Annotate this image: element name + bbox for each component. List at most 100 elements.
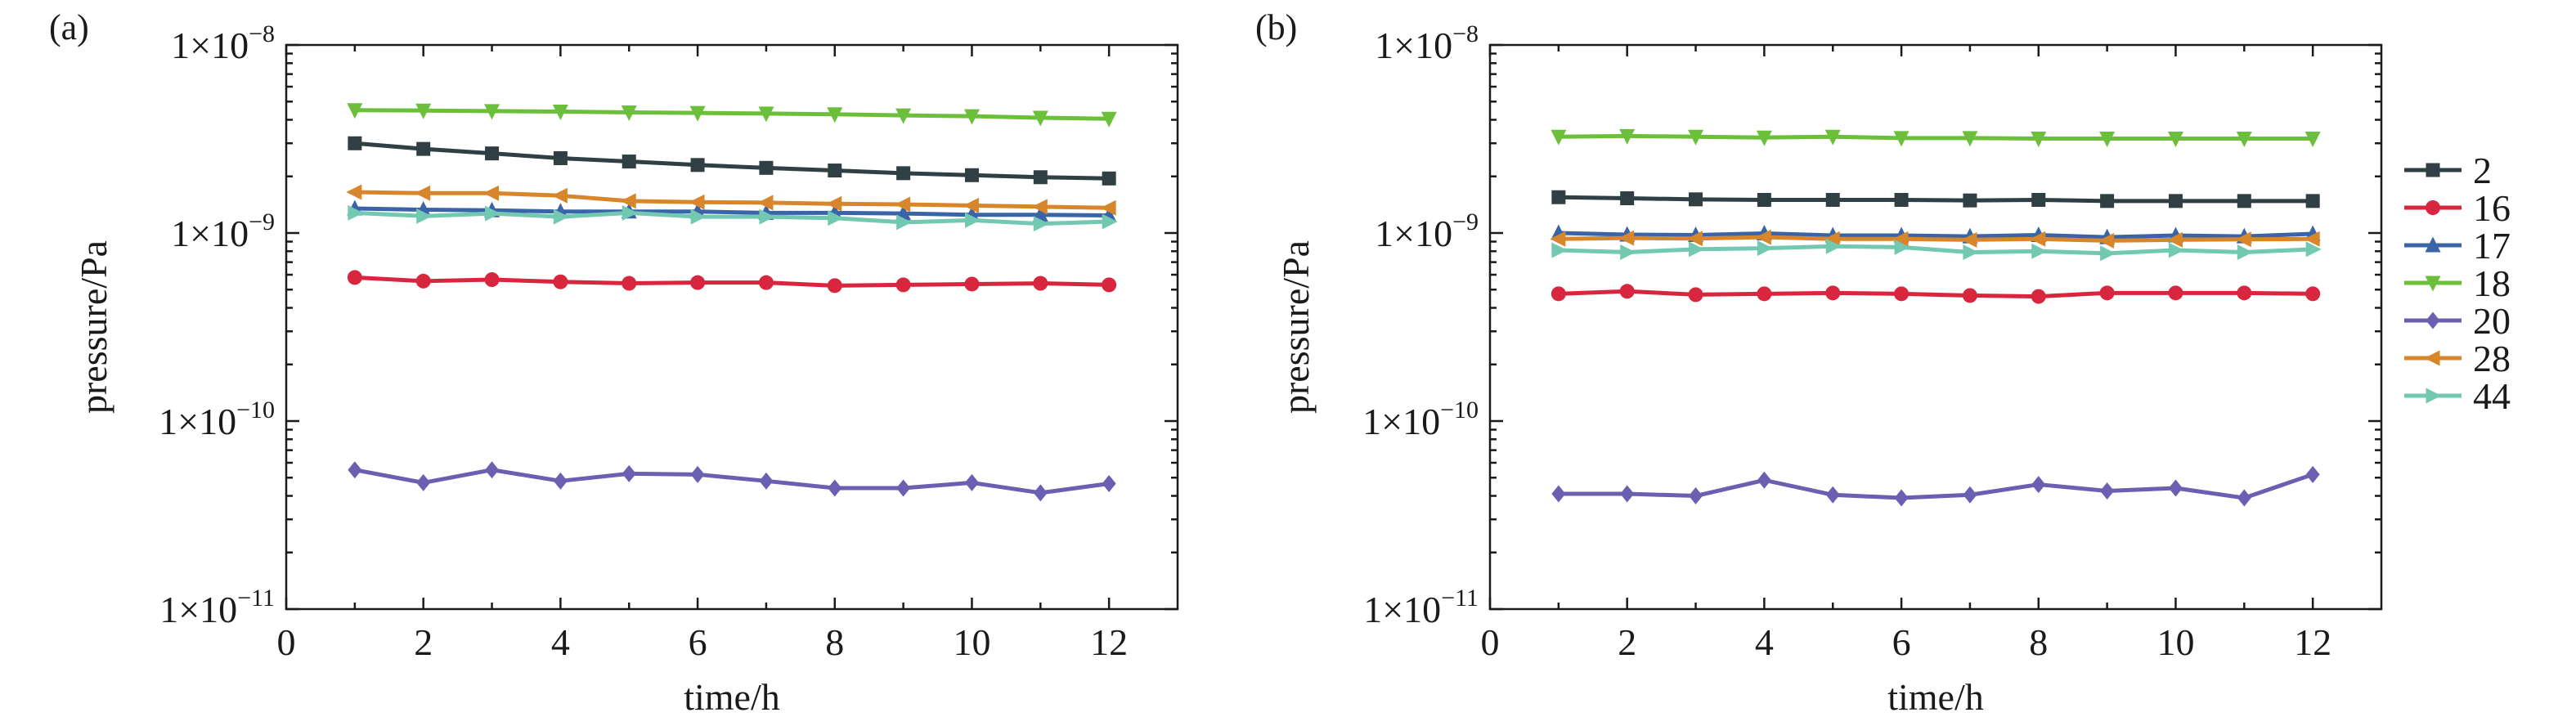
series-20 — [348, 461, 1116, 502]
point-series-16-4 — [622, 276, 637, 291]
point-series-18-6 — [758, 106, 774, 123]
point-series-16-10 — [1033, 276, 1048, 291]
legend-item-20: 20 — [2404, 300, 2511, 342]
point-series-28-2 — [483, 185, 500, 201]
point-series-20-legend — [2426, 311, 2440, 329]
point-series-20-2 — [1689, 487, 1703, 505]
legend-label: 44 — [2473, 375, 2511, 417]
x-tick-label-0: 0 — [277, 621, 296, 663]
point-series-20-0 — [348, 461, 362, 479]
point-series-44-5 — [1894, 239, 1910, 255]
point-series-16-7 — [2031, 289, 2046, 304]
point-series-44-8 — [2100, 245, 2116, 262]
point-series-20-8 — [896, 479, 911, 497]
point-series-18-10 — [2236, 131, 2252, 147]
y-tick-label-2: 1×10−10 — [1362, 397, 1479, 442]
point-series-20-3 — [553, 472, 568, 490]
panel-label: (b) — [1255, 7, 1297, 47]
point-series-17-legend — [2425, 236, 2441, 253]
point-series-20-4 — [1825, 486, 1840, 504]
point-series-16-8 — [2099, 285, 2115, 301]
point-series-20-1 — [1620, 485, 1635, 503]
point-series-2-2 — [485, 146, 500, 161]
point-series-20-7 — [828, 479, 842, 497]
point-series-16-3 — [553, 274, 568, 289]
point-series-44-7 — [828, 210, 844, 226]
point-series-16-8 — [895, 277, 911, 293]
series-20 — [1551, 465, 2320, 507]
point-series-20-8 — [2100, 482, 2115, 500]
point-series-2-1 — [1620, 191, 1635, 206]
point-series-20-9 — [964, 473, 979, 491]
panel-label: (a) — [49, 7, 89, 47]
point-series-16-legend — [2426, 200, 2440, 215]
x-tick-label-10: 10 — [953, 621, 990, 663]
point-series-28-0 — [1550, 231, 1566, 247]
y-tick-label-1: 1×10−9 — [1375, 208, 1479, 254]
point-series-2-1 — [416, 141, 431, 156]
point-series-2-10 — [1033, 170, 1048, 185]
point-series-20-11 — [2305, 465, 2320, 483]
point-series-44-9 — [2168, 242, 2184, 258]
point-series-28-1 — [415, 185, 431, 201]
legend-label: 18 — [2473, 262, 2511, 304]
point-series-44-3 — [553, 208, 569, 225]
point-series-28-10 — [1031, 199, 1048, 215]
point-series-44-3 — [1757, 240, 1773, 257]
point-series-44-11 — [1102, 213, 1118, 230]
point-series-44-0 — [1551, 242, 1568, 258]
point-series-18-2 — [484, 104, 500, 120]
point-series-20-0 — [1551, 485, 1566, 503]
point-series-2-11 — [1102, 171, 1116, 186]
point-series-28-11 — [1100, 199, 1116, 216]
point-series-28-9 — [2166, 231, 2183, 248]
x-axis-label: time/h — [684, 676, 780, 718]
point-series-2-9 — [964, 168, 979, 182]
point-series-2-4 — [1825, 192, 1840, 207]
point-series-44-7 — [2031, 243, 2048, 259]
series-28 — [1550, 229, 2320, 249]
point-series-18-1 — [1619, 128, 1636, 145]
point-series-44-10 — [2237, 244, 2253, 261]
point-series-44-0 — [348, 204, 364, 221]
point-series-16-6 — [1962, 288, 1977, 303]
point-series-20-6 — [759, 472, 774, 490]
series-18 — [1551, 128, 2321, 147]
point-series-16-5 — [690, 275, 706, 290]
point-series-2-legend — [2426, 163, 2440, 177]
legend-item-2: 2 — [2404, 150, 2492, 191]
point-series-18-3 — [552, 105, 568, 121]
point-series-28-5 — [1892, 231, 1909, 247]
point-series-44-1 — [416, 208, 433, 224]
series-line-18 — [1558, 133, 2313, 141]
y-tick-label-0: 1×10−8 — [1375, 20, 1479, 66]
x-tick-label-0: 0 — [1481, 621, 1500, 663]
series-line-18 — [354, 108, 1110, 121]
point-series-16-4 — [1825, 285, 1841, 301]
legend-item-18: 18 — [2404, 262, 2511, 304]
x-tick-label-12: 12 — [1090, 621, 1128, 663]
series-line-16 — [354, 275, 1110, 288]
point-series-18-11 — [2304, 131, 2321, 147]
x-tick-label-6: 6 — [689, 621, 707, 663]
series-line-2 — [1558, 195, 2313, 204]
point-series-28-1 — [1618, 230, 1635, 246]
point-series-18-8 — [895, 108, 912, 124]
point-series-28-3 — [1755, 229, 1771, 245]
series-line-20 — [1558, 472, 2313, 500]
legend-label: 28 — [2473, 338, 2511, 379]
point-series-44-6 — [759, 208, 775, 225]
series-line-16 — [1558, 289, 2313, 299]
point-series-44-legend — [2426, 388, 2442, 404]
point-series-28-4 — [620, 193, 636, 209]
point-series-16-3 — [1757, 286, 1772, 302]
point-series-44-5 — [690, 208, 707, 225]
point-series-16-2 — [484, 272, 500, 288]
y-tick-label-1: 1×10−9 — [171, 208, 275, 254]
series-line-28 — [1558, 235, 2313, 243]
point-series-16-1 — [415, 273, 431, 289]
x-tick-label-2: 2 — [414, 621, 433, 663]
point-series-18-0 — [1551, 129, 1567, 146]
plot-frame — [1488, 43, 2383, 611]
y-tick-label-3: 1×10−11 — [159, 585, 275, 630]
